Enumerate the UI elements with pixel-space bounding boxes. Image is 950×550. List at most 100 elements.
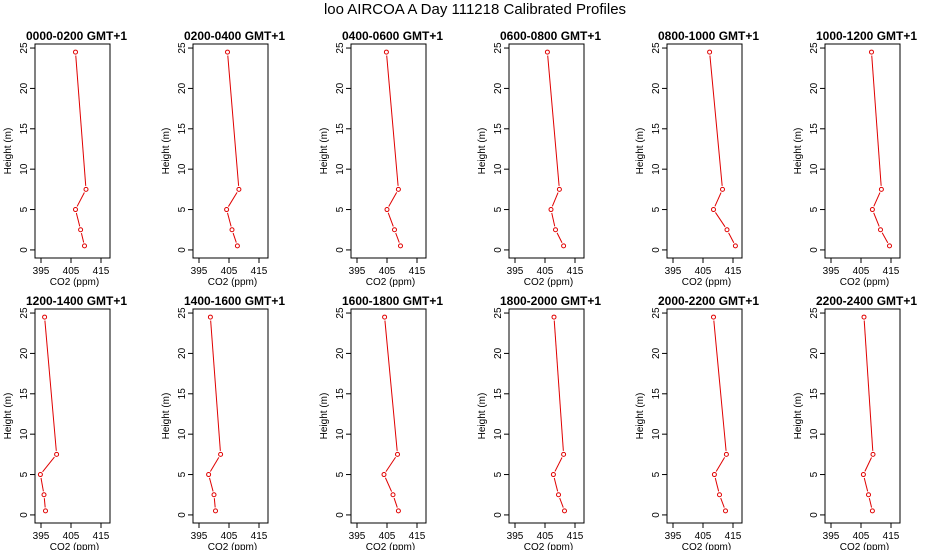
series-line-segment — [713, 320, 727, 451]
y-tick-label: 15 — [809, 388, 820, 400]
series-line-segment — [40, 477, 44, 492]
y-tick-label: 15 — [19, 123, 30, 135]
series-line-segment — [386, 55, 399, 186]
x-tick-label: 405 — [63, 531, 80, 542]
series-line-segment — [547, 55, 560, 186]
x-tick-label: 405 — [63, 266, 80, 277]
data-point — [878, 227, 883, 233]
plot-frame — [34, 308, 111, 524]
profile-panel: 0600-0800 GMT+1 395 405 415 0 5 10 15 20 25 CO2 (p… — [474, 0, 632, 288]
panel-title: 0600-0800 GMT+1 — [500, 29, 601, 43]
series-line-segment — [553, 320, 564, 451]
plot-frame — [666, 308, 743, 524]
x-tick-label: 395 — [33, 266, 50, 277]
series-line-segment — [388, 192, 398, 207]
series-line-segment — [863, 477, 869, 492]
y-tick-label: 25 — [335, 307, 346, 319]
y-tick-label: 10 — [493, 163, 504, 175]
data-point — [860, 472, 866, 478]
data-point — [561, 451, 567, 457]
data-point — [392, 227, 397, 233]
series-line-segment — [715, 457, 726, 472]
y-tick-label: 20 — [493, 347, 504, 359]
y-tick-label: 25 — [335, 42, 346, 54]
profile-plot: 0600-0800 GMT+1 395 405 415 0 5 10 15 20 25 CO2 (p… — [477, 29, 601, 288]
panel-title: 1800-2000 GMT+1 — [500, 294, 601, 308]
data-point — [395, 451, 400, 457]
profile-plot: 1800-2000 GMT+1 395 405 415 0 5 10 15 20 25 CO2 (p… — [477, 294, 601, 550]
data-point — [54, 451, 60, 457]
panel-title: 2000-2200 GMT+1 — [658, 294, 759, 308]
plot-frame — [192, 308, 269, 524]
profile-plot: 0200-0400 GMT+1 395 405 415 0 5 10 15 20 25 CO2 (p… — [161, 29, 285, 288]
profile-panel: 1400-1600 GMT+1 395 405 415 0 5 10 15 20 25 CO2 (p… — [158, 265, 316, 550]
data-point — [211, 492, 217, 498]
data-point — [869, 207, 875, 213]
data-point — [82, 243, 87, 249]
panel-title: 1400-1600 GMT+1 — [184, 294, 285, 308]
panel-title: 2200-2400 GMT+1 — [816, 294, 917, 308]
y-tick-label: 10 — [177, 428, 188, 440]
profile-panel: 0200-0400 GMT+1 395 405 415 0 5 10 15 20 25 CO2 (p… — [158, 0, 316, 288]
y-tick-label: 5 — [809, 206, 820, 212]
y-tick-label: 0 — [177, 512, 188, 518]
y-axis-label: Height (m) — [477, 393, 488, 440]
y-tick-label: 5 — [335, 471, 346, 477]
y-tick-label: 20 — [809, 347, 820, 359]
plot-frame — [824, 308, 901, 524]
profile-panel: 0800-1000 GMT+1 395 405 415 0 5 10 15 20 25 CO2 (p… — [632, 0, 790, 288]
series-line-segment — [554, 457, 563, 472]
data-point — [236, 186, 242, 192]
x-tick-label: 395 — [823, 531, 840, 542]
series-line-segment — [553, 477, 559, 492]
x-tick-label: 415 — [725, 266, 742, 277]
x-tick-label: 395 — [33, 531, 50, 542]
y-axis-label: Height (m) — [477, 128, 488, 175]
y-tick-label: 20 — [651, 347, 662, 359]
y-axis-label: Height (m) — [635, 393, 646, 440]
y-tick-label: 15 — [651, 123, 662, 135]
panel-title: 1000-1200 GMT+1 — [816, 29, 917, 43]
series-line-segment — [227, 55, 240, 186]
y-tick-label: 10 — [177, 163, 188, 175]
panel-title: 0800-1000 GMT+1 — [658, 29, 759, 43]
data-point — [869, 508, 875, 514]
series-line-segment — [714, 477, 720, 492]
data-point — [229, 227, 235, 233]
series-line-segment — [720, 497, 725, 508]
data-point — [723, 451, 729, 457]
y-tick-label: 5 — [19, 471, 30, 477]
y-tick-label: 25 — [177, 307, 188, 319]
profile-panel: 0000-0200 GMT+1 395 405 415 0 5 10 15 20 25 CO2 (p… — [0, 0, 158, 288]
y-tick-label: 20 — [177, 82, 188, 94]
y-axis-label: Height (m) — [635, 128, 646, 175]
y-tick-label: 25 — [651, 42, 662, 54]
series-line-segment — [551, 192, 559, 207]
series-line-segment — [551, 212, 556, 227]
series-line-segment — [209, 477, 214, 492]
x-tick-label: 405 — [695, 531, 712, 542]
y-tick-label: 15 — [493, 123, 504, 135]
y-axis-label: Height (m) — [319, 128, 330, 175]
data-point — [37, 472, 43, 478]
y-tick-label: 10 — [651, 428, 662, 440]
plot-frame — [34, 43, 111, 259]
data-point — [206, 472, 212, 478]
data-point — [550, 472, 556, 478]
x-tick-label: 415 — [409, 531, 426, 542]
series-line-segment — [715, 212, 726, 228]
plot-frame — [350, 43, 427, 259]
y-tick-label: 0 — [809, 512, 820, 518]
y-tick-label: 0 — [335, 512, 346, 518]
data-point — [43, 508, 48, 514]
data-point — [381, 472, 387, 478]
x-tick-label: 405 — [379, 531, 396, 542]
x-axis-label: CO2 (ppm) — [524, 542, 573, 550]
data-point — [556, 186, 562, 192]
y-tick-label: 5 — [177, 471, 188, 477]
plot-frame — [666, 43, 743, 259]
x-tick-label: 395 — [507, 531, 524, 542]
x-tick-label: 405 — [221, 266, 238, 277]
y-axis-label: Height (m) — [793, 128, 804, 175]
x-axis-label: CO2 (ppm) — [840, 277, 889, 288]
